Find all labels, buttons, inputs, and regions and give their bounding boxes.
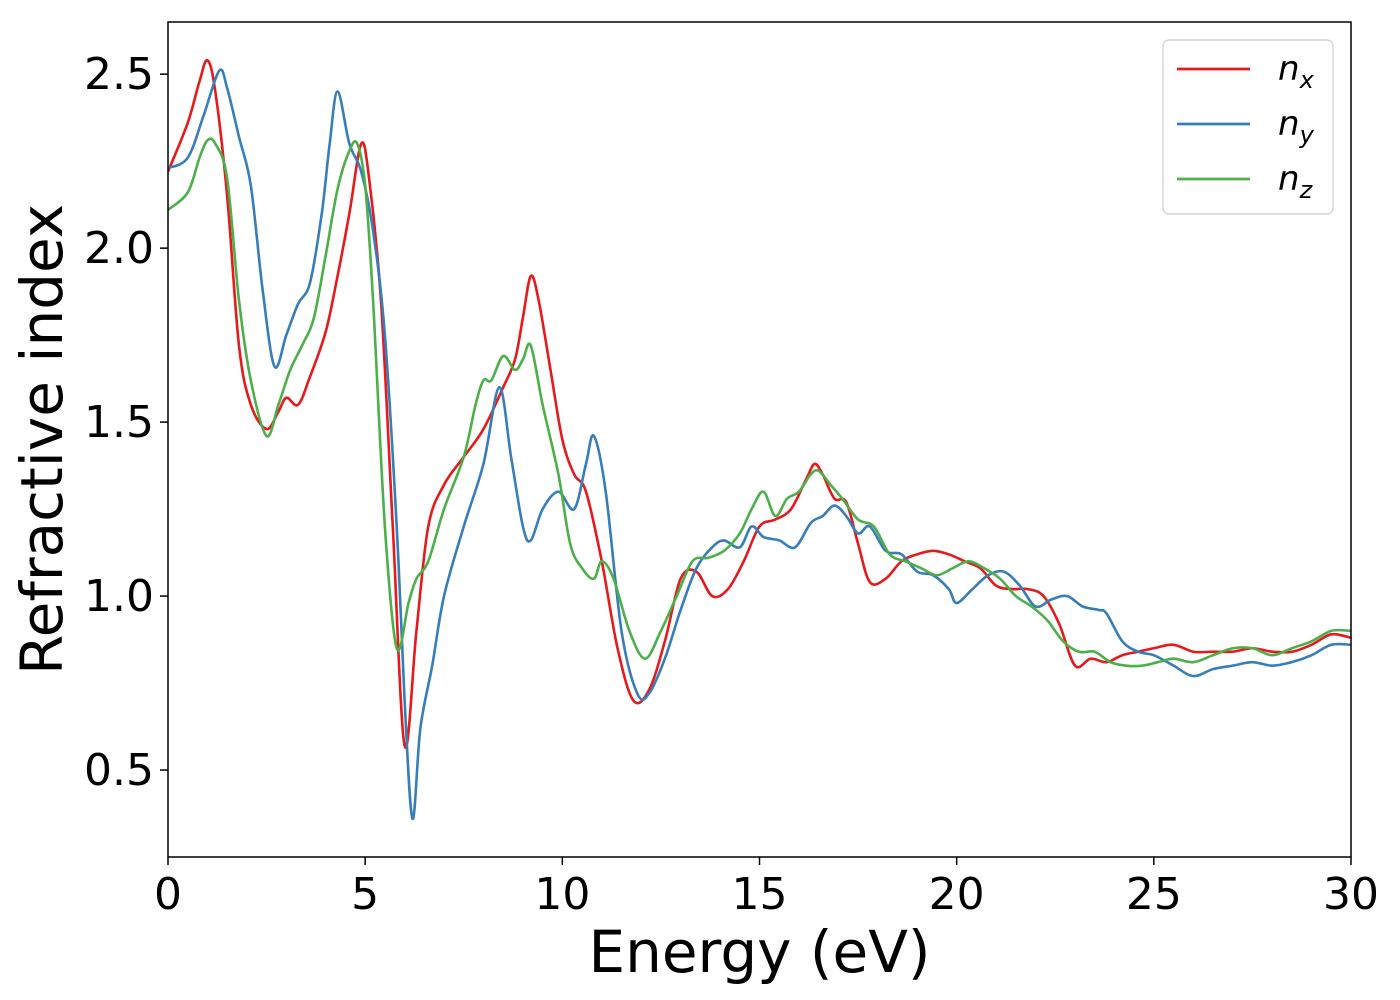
x-tick-label: 0 [154, 869, 182, 920]
legend-box [1162, 39, 1334, 215]
x-axis-title: Energy (eV) [588, 918, 930, 986]
legend-entries: nx ny nz [1177, 49, 1315, 204]
y-axis-ticks: 0.5 1.0 1.5 2.0 2.5 [84, 49, 168, 796]
legend: nx ny nz [1162, 39, 1334, 215]
x-tick-label: 25 [1126, 869, 1182, 920]
x-axis-ticks: 0 5 10 15 20 25 30 [154, 857, 1379, 920]
y-tick-label: 1.0 [84, 571, 154, 622]
series-line-z [168, 137, 1351, 668]
y-tick-label: 1.5 [84, 397, 154, 448]
legend-label-z: nz [1278, 159, 1314, 204]
y-tick-label: 2.0 [84, 223, 154, 274]
x-tick-label: 20 [929, 869, 985, 920]
x-tick-label: 15 [732, 869, 788, 920]
y-axis-title: Refractive index [8, 204, 76, 675]
y-tick-label: 0.5 [84, 745, 154, 796]
x-tick-label: 30 [1323, 869, 1379, 920]
x-tick-label: 5 [351, 869, 379, 920]
series-line-y [168, 68, 1351, 821]
series-line-x [168, 58, 1351, 750]
x-tick-label: 10 [534, 869, 590, 920]
y-tick-label: 2.5 [84, 49, 154, 100]
series-lines [168, 58, 1351, 821]
legend-label-x: nx [1278, 49, 1315, 94]
legend-label-y: ny [1278, 104, 1315, 149]
